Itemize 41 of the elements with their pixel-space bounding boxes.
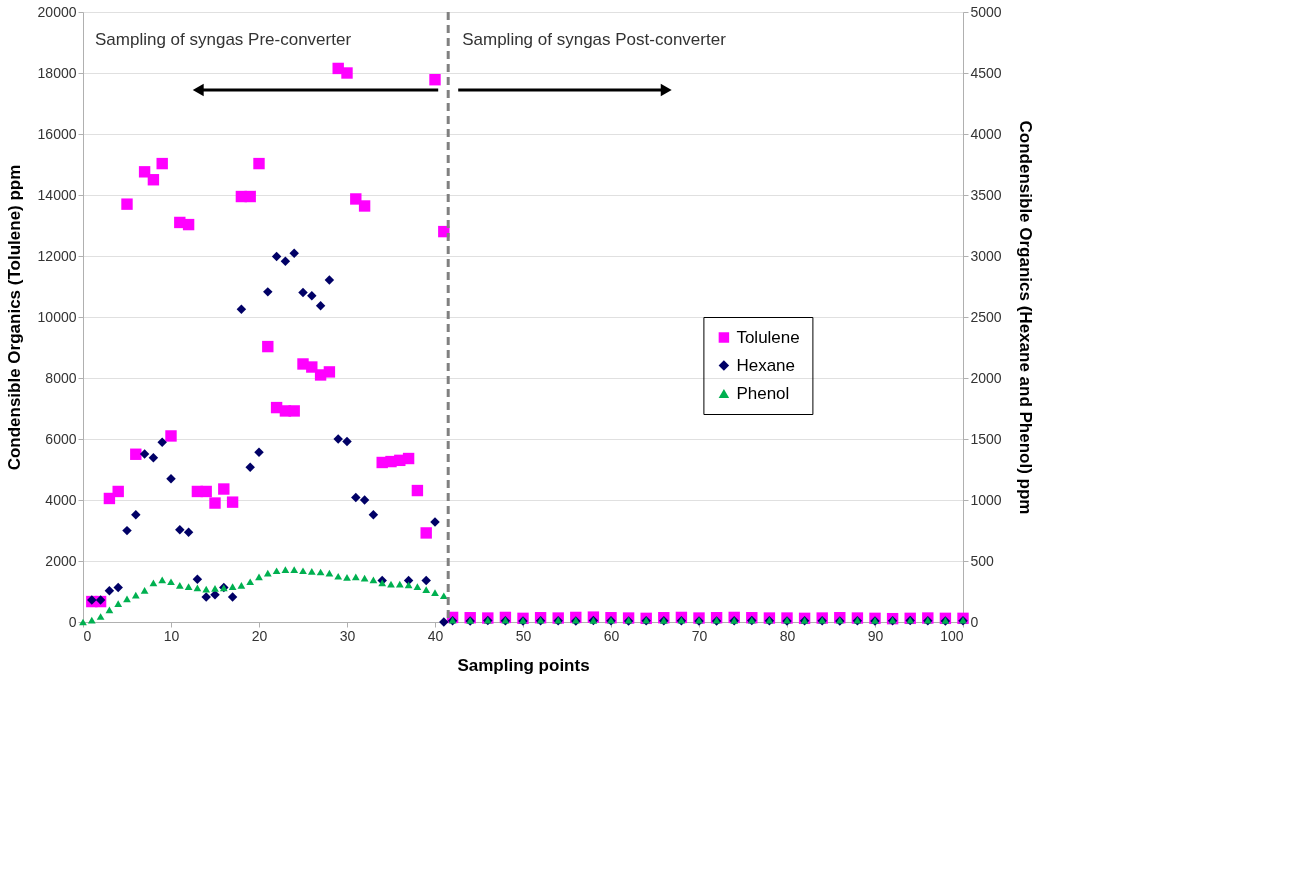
y-tick-label: 8000 xyxy=(45,369,77,386)
y-tick-label: 4000 xyxy=(45,491,77,508)
x-axis-title: Sampling points xyxy=(457,655,590,675)
y-tick-label: 6000 xyxy=(45,430,77,447)
y-tick-label: 16000 xyxy=(37,125,77,142)
y-tick-label: 2000 xyxy=(45,552,77,569)
legend-label: Hexane xyxy=(736,355,796,375)
legend-label: Tolulene xyxy=(736,327,800,347)
y-tick-label: 20000 xyxy=(37,3,77,20)
y2-tick-label: 5000 xyxy=(970,3,1002,20)
y-tick-label: 10000 xyxy=(37,308,77,325)
x-tick-label: 40 xyxy=(427,627,444,644)
x-tick-label: 0 xyxy=(83,627,92,644)
x-tick-label: 90 xyxy=(867,627,884,644)
y2-tick-label: 3000 xyxy=(970,247,1002,264)
y2-tick-label: 500 xyxy=(970,552,995,569)
x-tick-label: 70 xyxy=(691,627,708,644)
legend-label: Phenol xyxy=(736,383,790,403)
y2-tick-label: 1500 xyxy=(970,430,1002,447)
y-axis-title: Condensible Organics (Tolulene) ppm xyxy=(4,164,24,471)
y-tick-label: 12000 xyxy=(37,247,77,264)
y2-axis-title: Condensible Organics (Hexane and Phenol) ppm xyxy=(1015,120,1035,515)
x-tick-label: 30 xyxy=(339,627,356,644)
y2-tick-label: 1000 xyxy=(970,491,1002,508)
x-tick-label: 60 xyxy=(603,627,620,644)
y2-tick-label: 0 xyxy=(970,613,979,630)
x-tick-label: 20 xyxy=(251,627,268,644)
x-tick-label: 80 xyxy=(779,627,796,644)
y2-tick-label: 3500 xyxy=(970,186,1002,203)
y-tick-label: 14000 xyxy=(37,186,77,203)
y-tick-label: 18000 xyxy=(37,64,77,81)
y2-tick-label: 2500 xyxy=(970,308,1002,325)
x-tick-label: 100 xyxy=(940,627,964,644)
y2-tick-label: 2000 xyxy=(970,369,1002,386)
y2-tick-label: 4500 xyxy=(970,64,1002,81)
y2-tick-label: 4000 xyxy=(970,125,1002,142)
annotation: Sampling of syngas Post-converter xyxy=(462,30,727,49)
x-tick-label: 50 xyxy=(515,627,532,644)
x-tick-label: 10 xyxy=(163,627,180,644)
y-tick-label: 0 xyxy=(68,613,77,630)
annotation: Sampling of syngas Pre-converter xyxy=(95,30,352,49)
